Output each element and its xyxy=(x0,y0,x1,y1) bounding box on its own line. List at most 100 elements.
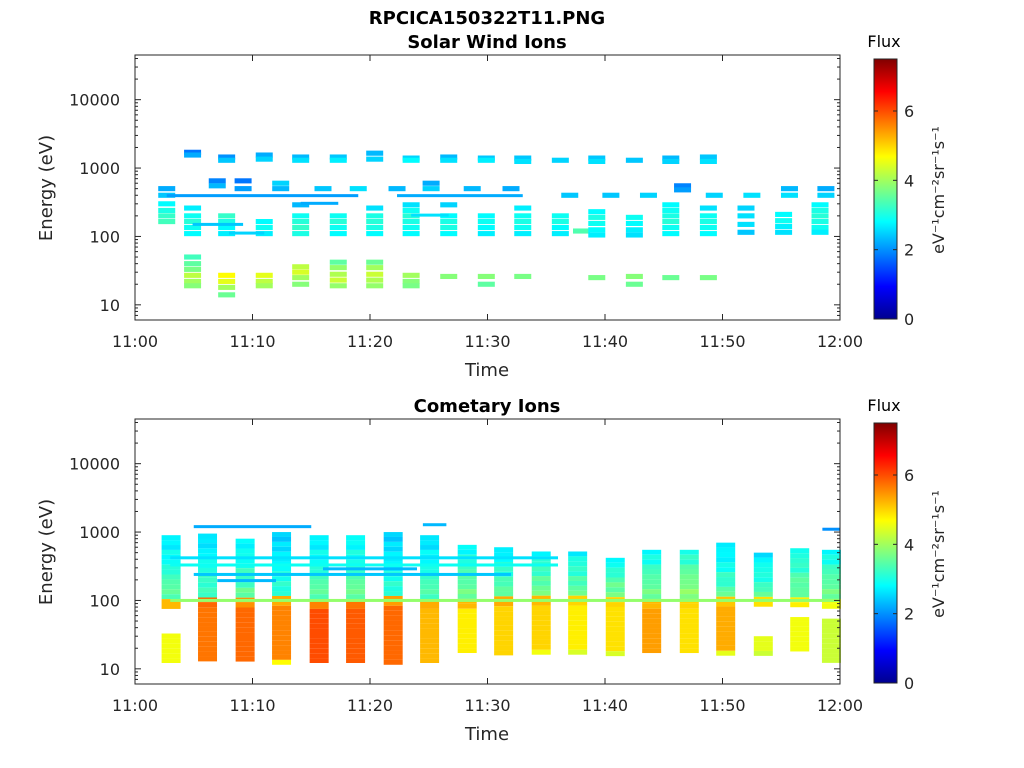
heatmap-cell xyxy=(588,227,606,233)
heatmap-cell xyxy=(255,219,273,225)
heatmap-cell xyxy=(568,561,588,567)
heatmap-cell xyxy=(716,616,736,622)
heatmap-cell xyxy=(568,639,588,645)
heatmap-cell xyxy=(292,281,310,287)
heatmap-cell xyxy=(346,545,366,550)
heatmap-cell xyxy=(679,623,699,629)
heatmap-cell xyxy=(346,648,366,654)
heatmap-cell xyxy=(184,219,202,225)
heatmap-cell xyxy=(457,638,477,644)
heatmap-cell xyxy=(531,615,551,621)
heatmap-cell xyxy=(383,640,403,646)
heatmap-cell xyxy=(625,227,643,233)
heatmap-cell xyxy=(420,549,440,555)
heatmap-cell xyxy=(531,576,551,581)
heatmap-cell xyxy=(494,611,514,617)
heatmap-cell xyxy=(514,205,532,211)
heatmap-cell xyxy=(366,213,384,219)
heatmap-cell xyxy=(457,623,477,629)
heatmap-cell xyxy=(531,595,551,601)
heatmap-cell xyxy=(309,638,329,644)
heatmap-cell xyxy=(662,158,680,164)
heatmap-cell xyxy=(753,562,773,568)
heatmap-cell xyxy=(753,601,773,607)
heatmap-cell xyxy=(568,630,588,636)
heatmap-cell xyxy=(716,586,736,592)
heatmap-cell xyxy=(309,559,329,565)
heatmap-cell xyxy=(346,559,366,565)
heatmap-cell xyxy=(184,283,202,289)
heatmap-cell xyxy=(383,536,403,542)
heatmap-cell xyxy=(780,186,798,192)
heatmap-cell xyxy=(272,532,292,537)
heatmap-cell xyxy=(811,207,829,214)
heatmap-line xyxy=(411,213,449,217)
heatmap-cell xyxy=(531,566,551,572)
heatmap-cell xyxy=(642,608,662,614)
heatmap-cell xyxy=(775,229,793,235)
heatmap-cell xyxy=(605,641,625,647)
heatmap-cell xyxy=(420,638,440,644)
heatmap-cell xyxy=(292,157,310,163)
heatmap-cell xyxy=(679,584,699,590)
heatmap-cell xyxy=(662,275,680,281)
heatmap-cell xyxy=(158,201,176,207)
heatmap-cell xyxy=(568,576,588,581)
heatmap-cell xyxy=(272,615,292,621)
heatmap-cell xyxy=(568,615,588,621)
heatmap-cell xyxy=(568,610,588,616)
heatmap-cell xyxy=(790,602,810,608)
heatmap-cell xyxy=(272,600,292,606)
heatmap-cell xyxy=(198,631,218,637)
heatmap-cell xyxy=(383,581,403,587)
heatmap-cell xyxy=(272,659,292,665)
heatmap-cell xyxy=(605,567,625,573)
heatmap-cell xyxy=(494,616,514,621)
heatmap-cell xyxy=(780,192,798,198)
heatmap-cell xyxy=(588,275,606,281)
heatmap-cell xyxy=(346,653,366,659)
heatmap-cell xyxy=(309,628,329,634)
cometary-axes: 11:00 11:10 11:20 11:30 11:40 11:50 12:00 10 100… xyxy=(69,419,863,715)
heatmap-cell xyxy=(309,564,329,570)
heatmap-cell xyxy=(625,157,643,163)
heatmap-cell xyxy=(420,618,440,624)
heatmap-cell xyxy=(235,538,255,544)
heatmap-cell xyxy=(821,569,841,575)
heatmap-cell xyxy=(642,559,662,565)
heatmap-cell xyxy=(662,213,680,219)
heatmap-cell xyxy=(272,654,292,660)
heatmap-cell xyxy=(198,646,218,652)
colorbar-tick-label: 2 xyxy=(904,241,914,260)
heatmap-cell xyxy=(235,646,255,652)
heatmap-cell xyxy=(218,272,236,278)
heatmap-cell xyxy=(309,579,329,585)
heatmap-cell xyxy=(494,586,514,592)
heatmap-line xyxy=(822,527,840,531)
heatmap-cell xyxy=(568,649,588,655)
heatmap-cell xyxy=(235,602,255,608)
heatmap-cell xyxy=(420,564,440,570)
heatmap-cell xyxy=(457,589,477,595)
heatmap-cell xyxy=(161,584,181,590)
heatmap-cell xyxy=(514,158,532,164)
heatmap-cell xyxy=(218,292,236,298)
heatmap-cell xyxy=(198,636,218,642)
heatmap-cell xyxy=(198,558,218,564)
heatmap-cell xyxy=(309,545,329,550)
heatmap-cell xyxy=(366,277,384,283)
y-tick-label: 1000 xyxy=(79,523,120,542)
heatmap-cell xyxy=(329,213,347,219)
heatmap-line xyxy=(193,572,511,576)
heatmap-cell xyxy=(184,266,202,272)
heatmap-cell xyxy=(198,617,218,623)
colorbar-tick-label: 4 xyxy=(904,535,914,554)
heatmap-cell xyxy=(642,564,662,570)
heatmap-cell xyxy=(753,577,773,583)
heatmap-cell xyxy=(775,223,793,230)
heatmap-cell xyxy=(383,625,403,631)
colorbar-tick-label: 6 xyxy=(904,102,914,121)
heatmap-cell xyxy=(531,649,551,655)
heatmap-cell xyxy=(699,275,717,281)
heatmap-cell xyxy=(531,644,551,650)
